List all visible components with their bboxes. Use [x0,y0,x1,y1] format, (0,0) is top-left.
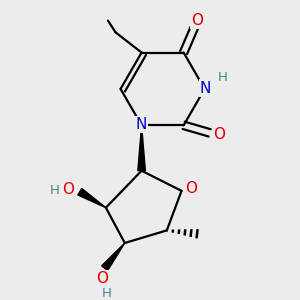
Text: O: O [185,181,197,196]
Text: N: N [135,117,146,132]
Text: O: O [97,271,109,286]
Text: O: O [62,182,74,197]
Polygon shape [78,188,106,208]
Polygon shape [138,125,146,171]
Text: H: H [101,287,111,300]
Text: H: H [217,71,227,84]
Polygon shape [102,243,125,271]
Text: N: N [200,81,211,96]
Text: H: H [50,184,59,197]
Text: O: O [191,13,203,28]
Text: O: O [213,128,225,142]
